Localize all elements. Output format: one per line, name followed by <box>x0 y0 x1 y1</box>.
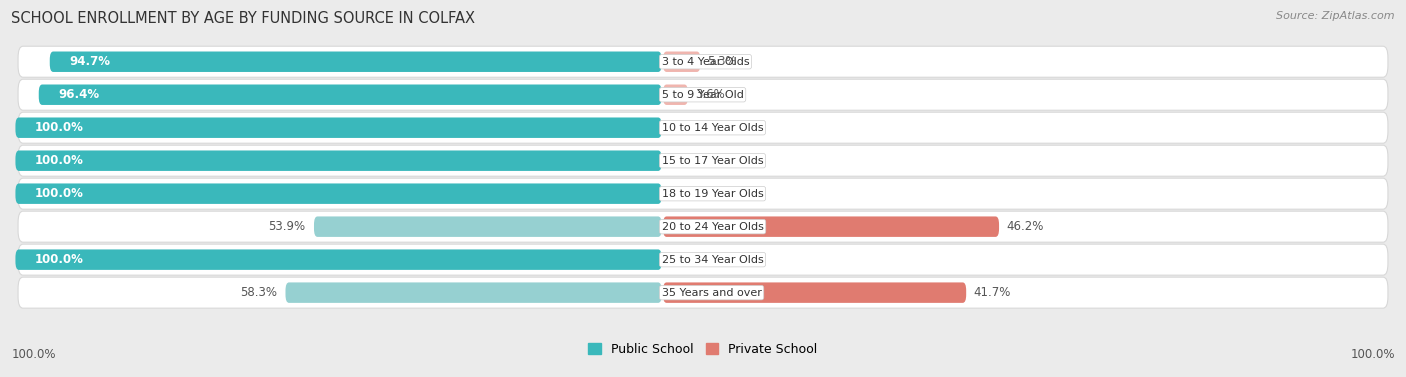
Text: 58.3%: 58.3% <box>240 286 277 299</box>
FancyBboxPatch shape <box>15 118 662 138</box>
Text: Source: ZipAtlas.com: Source: ZipAtlas.com <box>1277 11 1395 21</box>
FancyBboxPatch shape <box>39 84 662 105</box>
Text: 10 to 14 Year Olds: 10 to 14 Year Olds <box>662 123 763 133</box>
FancyBboxPatch shape <box>18 178 1388 209</box>
Text: 18 to 19 Year Olds: 18 to 19 Year Olds <box>662 188 763 199</box>
Text: 41.7%: 41.7% <box>973 286 1011 299</box>
FancyBboxPatch shape <box>15 250 662 270</box>
Legend: Public School, Private School: Public School, Private School <box>583 338 823 361</box>
Text: 5.3%: 5.3% <box>707 55 737 68</box>
Text: 3 to 4 Year Olds: 3 to 4 Year Olds <box>662 57 749 67</box>
FancyBboxPatch shape <box>18 277 1388 308</box>
Text: 100.0%: 100.0% <box>11 348 56 361</box>
FancyBboxPatch shape <box>285 282 662 303</box>
FancyBboxPatch shape <box>664 52 700 72</box>
Text: 15 to 17 Year Olds: 15 to 17 Year Olds <box>662 156 763 166</box>
Text: 20 to 24 Year Olds: 20 to 24 Year Olds <box>662 222 763 232</box>
Text: 100.0%: 100.0% <box>35 253 83 266</box>
FancyBboxPatch shape <box>664 84 688 105</box>
Text: 46.2%: 46.2% <box>1005 220 1043 233</box>
Text: 100.0%: 100.0% <box>35 154 83 167</box>
FancyBboxPatch shape <box>664 216 1000 237</box>
FancyBboxPatch shape <box>18 244 1388 275</box>
FancyBboxPatch shape <box>18 79 1388 110</box>
FancyBboxPatch shape <box>18 211 1388 242</box>
Text: 3.6%: 3.6% <box>695 88 724 101</box>
FancyBboxPatch shape <box>49 52 662 72</box>
Text: 100.0%: 100.0% <box>35 121 83 134</box>
Text: 25 to 34 Year Olds: 25 to 34 Year Olds <box>662 254 763 265</box>
FancyBboxPatch shape <box>18 46 1388 77</box>
Text: 53.9%: 53.9% <box>269 220 305 233</box>
Text: 94.7%: 94.7% <box>69 55 110 68</box>
FancyBboxPatch shape <box>314 216 662 237</box>
FancyBboxPatch shape <box>18 145 1388 176</box>
Text: 96.4%: 96.4% <box>58 88 100 101</box>
FancyBboxPatch shape <box>664 282 966 303</box>
Text: 35 Years and over: 35 Years and over <box>662 288 762 298</box>
Text: 5 to 9 Year Old: 5 to 9 Year Old <box>662 90 744 100</box>
FancyBboxPatch shape <box>18 112 1388 143</box>
Text: SCHOOL ENROLLMENT BY AGE BY FUNDING SOURCE IN COLFAX: SCHOOL ENROLLMENT BY AGE BY FUNDING SOUR… <box>11 11 475 26</box>
Text: 100.0%: 100.0% <box>1350 348 1395 361</box>
Text: 100.0%: 100.0% <box>35 187 83 200</box>
FancyBboxPatch shape <box>15 150 662 171</box>
FancyBboxPatch shape <box>15 184 662 204</box>
